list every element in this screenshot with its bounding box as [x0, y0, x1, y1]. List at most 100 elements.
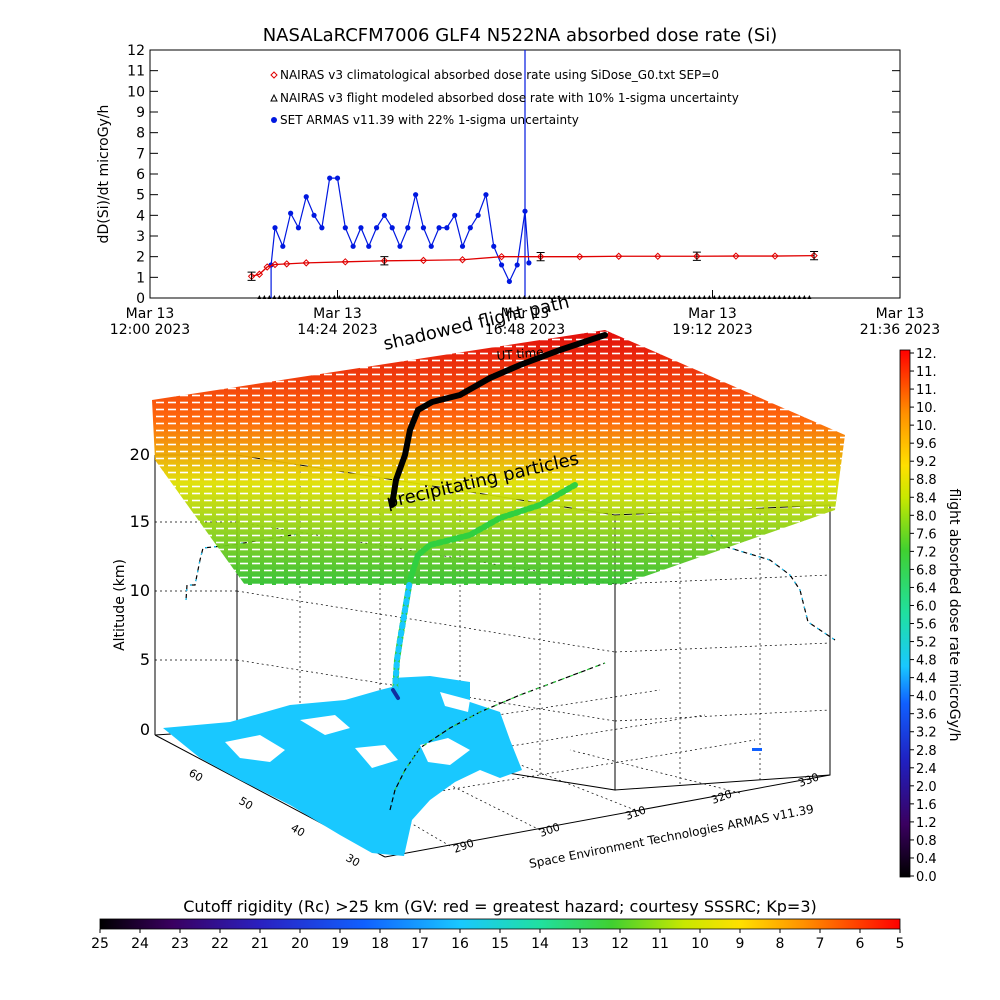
- legend-entry: NAIRAS v3 flight modeled absorbed dose r…: [280, 91, 739, 105]
- flight-modeled-point: [377, 295, 382, 299]
- z-axis: 0 5 10 15 20: [130, 445, 150, 739]
- nairas-clim-point: [458, 256, 467, 264]
- lat-tick-label: 40: [289, 821, 308, 839]
- flight-modeled-point: [622, 295, 627, 299]
- flight-modeled-point: [647, 295, 652, 299]
- armas-point: [514, 262, 520, 268]
- colorbar-horizontal-tick-label: 24: [131, 936, 149, 952]
- flight-modeled-point: [422, 295, 427, 299]
- flight-modeled-point: [537, 295, 542, 299]
- colorbar-vertical-tick-label: 6.0: [916, 599, 937, 614]
- z-tick-label: 0: [140, 720, 150, 739]
- flight-modeled-point: [282, 295, 287, 299]
- flight-modeled-point: [522, 295, 527, 299]
- lat-tick-label: 60: [187, 766, 206, 784]
- flight-modeled-point: [367, 295, 372, 299]
- armas-point: [452, 212, 458, 218]
- flight-modeled-point: [572, 295, 577, 299]
- nairas-clim-point: [732, 252, 740, 260]
- flight-modeled-point: [742, 295, 747, 299]
- error-bar: [810, 251, 819, 261]
- nairas-clim-point: [263, 263, 271, 271]
- flight-modeled-point: [527, 295, 532, 299]
- flight-modeled-point: [417, 295, 422, 299]
- flight-modeled-point: [712, 295, 717, 299]
- colorbar-horizontal-tick-label: 19: [331, 936, 349, 952]
- armas-point: [342, 225, 348, 231]
- colorbar-horizontal-tick-label: 11: [651, 936, 669, 952]
- y-tick-label: 1: [136, 270, 145, 286]
- flight-modeled-point: [707, 295, 712, 299]
- flight-modeled-point: [687, 295, 692, 299]
- lon-tick-label: 290: [452, 836, 476, 855]
- dose-plane: [152, 330, 845, 585]
- colorbar-horizontal-title: Cutoff rigidity (Rc) >25 km (GV: red = g…: [183, 897, 817, 916]
- lat-tick-label: 30: [344, 851, 363, 869]
- armas-point: [420, 225, 427, 231]
- flight-modeled-point: [627, 295, 632, 299]
- flight-modeled-point: [692, 295, 697, 299]
- flight-modeled-point: [307, 295, 312, 299]
- flight-modeled-point: [262, 295, 267, 299]
- x-tick-label-time: 21:36 2023: [860, 322, 940, 338]
- colorbar-vertical-tick-label: 4.8: [916, 654, 937, 669]
- flight-modeled-point: [412, 295, 417, 299]
- colorbar-vertical-tick-label: 5.6: [916, 618, 937, 633]
- flight-modeled-point: [407, 295, 412, 299]
- armas-point: [491, 243, 497, 249]
- armas-point: [288, 210, 294, 216]
- flight-modeled-point: [277, 295, 282, 299]
- flight-modeled-point: [312, 295, 317, 299]
- armas-point: [272, 225, 278, 231]
- x-tick-label-time: 12:00 2023: [110, 322, 190, 338]
- flight-modeled-point: [427, 295, 432, 299]
- armas-point: [373, 225, 380, 231]
- colorbar-horizontal-tick-label: 8: [776, 936, 785, 952]
- flight-modeled-point: [477, 295, 482, 299]
- flight-modeled-point: [452, 295, 457, 299]
- colorbar-vertical-tick-label: 1.6: [916, 798, 937, 813]
- nairas-clim-line: [251, 254, 815, 277]
- armas-point: [295, 225, 302, 231]
- y-tick-label: 6: [136, 167, 145, 183]
- colorbar-horizontal-tick-label: 15: [491, 936, 509, 952]
- flight-modeled-point: [557, 295, 562, 299]
- flight-modeled-point: [397, 295, 402, 299]
- colorbar-vertical-tick-label: 6.8: [916, 563, 937, 578]
- nairas-clim-point: [654, 252, 662, 260]
- flight-modeled-point: [432, 295, 437, 299]
- colorbar-horizontal-tick-label: 21: [251, 936, 269, 952]
- colorbar-vertical-tick-label: 9.2: [916, 455, 937, 470]
- colorbar-horizontal-tick-label: 6: [856, 936, 865, 952]
- flight-modeled-point: [487, 295, 492, 299]
- armas-point: [467, 225, 473, 231]
- flight-modeled-point: [617, 295, 622, 299]
- nairas-clim-point: [771, 252, 779, 260]
- y-tick-label: 0: [136, 291, 145, 307]
- lon-tick-label: 330: [797, 770, 821, 789]
- x-tick-label-time: 14:24 2023: [297, 322, 377, 338]
- x-tick-label-date: Mar 13: [688, 306, 737, 322]
- legend-marker: [271, 117, 277, 123]
- flight-modeled-point: [472, 295, 477, 299]
- colorbar-vertical-tick-label: 6.4: [916, 581, 937, 596]
- armas-point: [483, 192, 489, 198]
- flight-modeled-point: [757, 295, 762, 299]
- flight-modeled-point: [387, 295, 392, 299]
- annotation-ut-time: UT time: [496, 345, 544, 363]
- legend-marker: [270, 93, 278, 102]
- x-tick-label-date: Mar 13: [876, 306, 925, 322]
- flight-modeled-point: [332, 295, 337, 299]
- flight-modeled-point: [492, 295, 497, 299]
- nairas-clim-point: [575, 252, 584, 261]
- colorbar-vertical-tick-label: 5.2: [916, 636, 937, 651]
- colorbar-vertical-tick-label: 8.8: [916, 473, 937, 488]
- armas-point: [475, 212, 481, 218]
- flight-modeled-point: [287, 295, 292, 299]
- x-tick-label-date: Mar 13: [313, 306, 362, 322]
- flight-modeled-point: [737, 295, 742, 299]
- flight-modeled-point: [567, 295, 572, 299]
- armas-point: [311, 212, 317, 218]
- colorbar-vertical-tick-label: 8.0: [916, 509, 937, 524]
- flight-modeled-point: [462, 295, 467, 299]
